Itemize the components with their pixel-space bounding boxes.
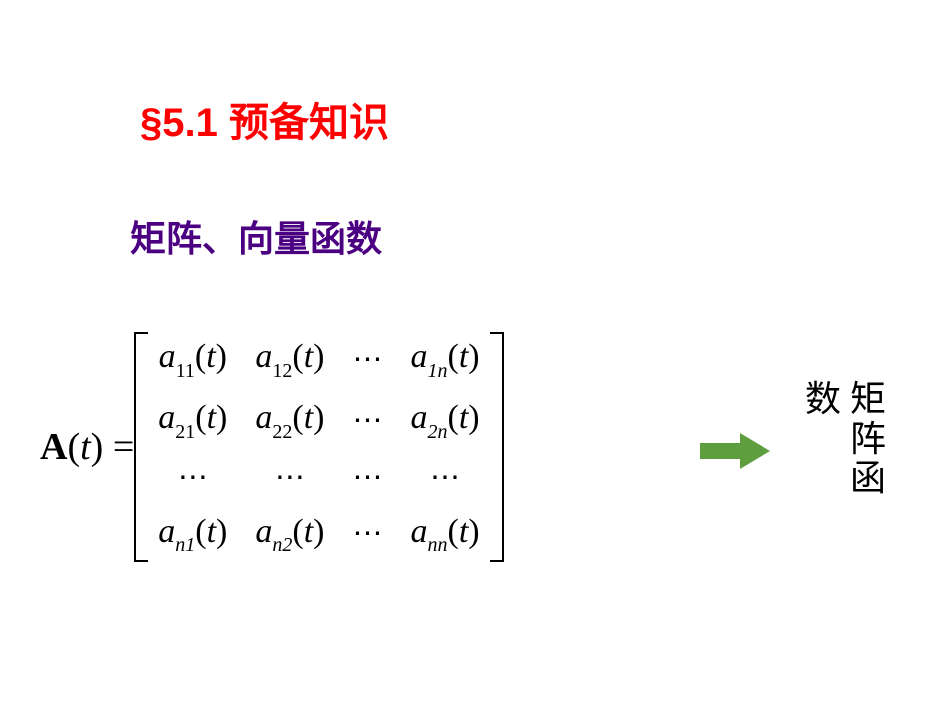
- section-title: §5.1 预备知识: [140, 90, 389, 148]
- matrix-dots: ⋯: [352, 403, 382, 438]
- arrow-icon: [700, 433, 770, 474]
- matrix-equation: A(t) = a11(t)a12(t)⋯a1n(t)a21(t)a22(t)⋯a…: [40, 330, 504, 563]
- matrix-symbol-A: A: [40, 426, 67, 468]
- vertical-label-left: 数: [805, 380, 841, 420]
- matrix-entry-3-0: an1(t): [158, 513, 227, 556]
- matrix-dots: ⋯: [352, 460, 382, 495]
- matrix-entry-3-1: an2(t): [255, 513, 324, 556]
- matrix-var-t: t: [80, 426, 91, 468]
- label-char: 阵: [850, 420, 886, 460]
- matrix-entry-0-3: a1n(t): [410, 338, 479, 381]
- section-title-text: §5.1 预备知识: [140, 101, 389, 145]
- bracket-right-icon: [490, 332, 504, 562]
- matrix-entry-0-0: a11(t): [159, 338, 227, 381]
- subtitle: 矩阵、向量函数: [130, 210, 382, 262]
- matrix-body: a11(t) a12(t) ⋯ a1n(t) a21(t) a22(t) ⋯ a2n(t) ⋯ ⋯…: [148, 330, 489, 563]
- label-char: 数: [805, 380, 841, 420]
- paren-close: ): [91, 426, 104, 468]
- matrix-entry-1-1: a22(t): [255, 399, 324, 442]
- matrix-entry-0-1: a12(t): [255, 338, 324, 381]
- matrix-dots: ⋯: [430, 460, 460, 495]
- paren-open: (: [67, 426, 80, 468]
- vertical-label-right: 矩阵函: [850, 380, 886, 499]
- matrix-lhs: A(t) =: [40, 425, 134, 469]
- label-char: 矩: [850, 380, 886, 420]
- matrix-dots: ⋯: [275, 460, 305, 495]
- bracket-left-icon: [134, 332, 148, 562]
- equals-sign: =: [103, 426, 134, 468]
- matrix-dots: ⋯: [352, 516, 382, 551]
- matrix-dots: ⋯: [178, 460, 208, 495]
- label-char: 函: [850, 459, 886, 499]
- matrix-entry-1-3: a2n(t): [410, 399, 479, 442]
- matrix-dots: ⋯: [352, 342, 382, 377]
- subtitle-text: 矩阵、向量函数: [130, 219, 382, 259]
- matrix-entry-3-3: ann(t): [410, 513, 479, 556]
- matrix-entry-1-0: a21(t): [158, 399, 227, 442]
